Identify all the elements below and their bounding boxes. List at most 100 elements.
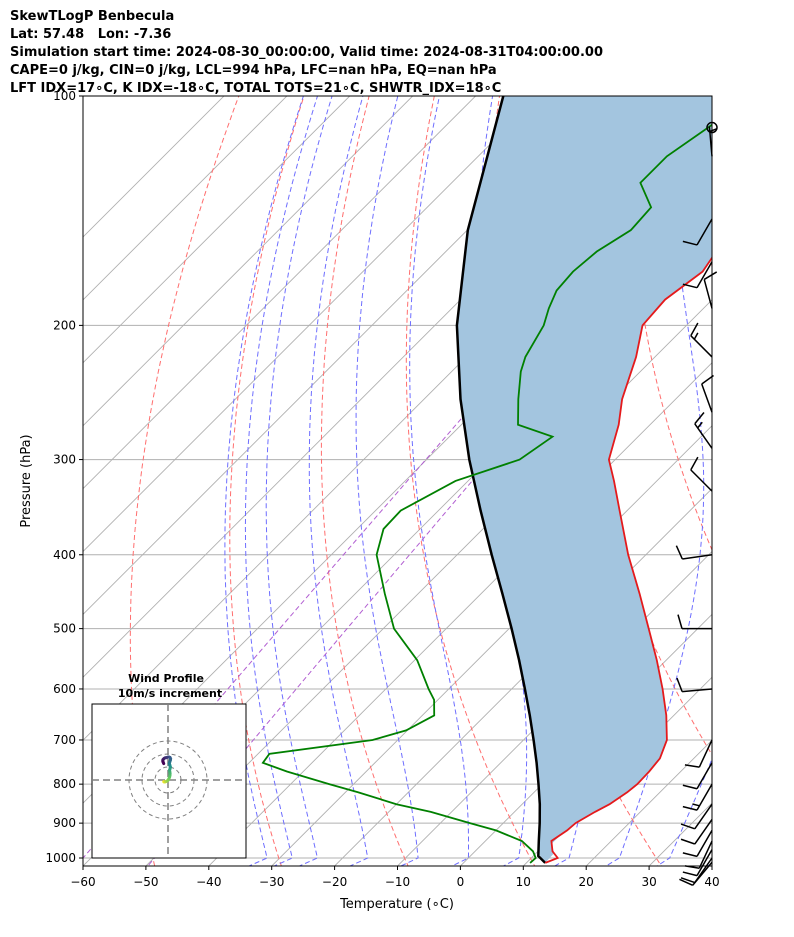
location-line: Lat: 57.48 Lon: -7.36	[10, 27, 172, 42]
y-tick-label: 200	[53, 318, 76, 332]
hodograph-title: Wind Profile	[128, 672, 204, 685]
wind-barb	[675, 545, 713, 560]
isotherm-line	[396, 550, 712, 866]
moist-adiabat	[355, 96, 419, 866]
barb-shaft	[694, 857, 713, 884]
moist-adiabat	[656, 758, 712, 866]
wind-barb	[682, 783, 713, 811]
wind-barb	[676, 677, 713, 693]
y-tick-label: 600	[53, 682, 76, 696]
hodograph-subtitle: 10m/s increment	[118, 687, 222, 700]
isotherm-line	[83, 96, 414, 427]
barb-flag	[690, 456, 699, 471]
temperature-profile	[544, 256, 712, 864]
wind-barb	[682, 830, 713, 858]
wind-barb	[680, 803, 713, 830]
y-tick-label: 500	[53, 622, 76, 636]
barb-shaft	[696, 830, 713, 857]
wind-barb	[682, 261, 713, 289]
barb-flag	[680, 838, 696, 845]
barb-flag	[679, 878, 694, 886]
wind-barb	[694, 411, 713, 449]
barb-flag	[684, 865, 700, 869]
barb-flag	[684, 764, 700, 768]
barb-flag	[690, 322, 699, 337]
barb-shaft	[703, 279, 713, 309]
y-axis-label: Pressure (hPa)	[19, 434, 34, 527]
y-tick-label: 400	[53, 548, 76, 562]
barb-flag	[682, 283, 698, 289]
isotherm-line	[271, 425, 712, 866]
x-tick-label: 10	[516, 875, 531, 889]
barb-shaft	[696, 762, 713, 790]
wind-barb	[680, 819, 713, 845]
barb-half-flag	[709, 128, 717, 133]
moist-adiabat	[224, 96, 304, 866]
y-tick-label: 700	[53, 733, 76, 747]
barb-flag	[675, 545, 683, 560]
chart-header: SkewTLogP Benbecula Lat: 57.48 Lon: -7.3…	[10, 8, 603, 98]
barb-shaft	[682, 688, 713, 693]
barb-flag	[680, 823, 696, 830]
barb-flag	[682, 871, 698, 877]
moist-adiabat	[244, 96, 318, 866]
barb-flag	[682, 852, 698, 858]
isotherm-line	[83, 96, 225, 238]
barb-flag	[701, 374, 714, 385]
hodograph-segment	[161, 760, 166, 766]
dry-adiabat	[405, 96, 536, 866]
y-tick-label: 300	[53, 453, 76, 467]
barb-flag	[682, 805, 698, 811]
axis-ticks: −60 −50 −40 −30 −20 −10 0 10 20 30 40 100 200 300 400 5…	[45, 89, 719, 889]
x-tick-label: −40	[196, 875, 221, 889]
wind-barb	[680, 857, 713, 884]
y-tick-label: 800	[53, 777, 76, 791]
wind-barb	[690, 456, 713, 492]
index-line: LFT IDX=17∘C, K IDX=-18∘C, TOTAL TOTS=21…	[10, 81, 502, 96]
hodograph-inset: Wind Profile 10m/s increment	[91, 672, 247, 859]
barb-flag	[694, 411, 705, 425]
dry-adiabat	[760, 96, 794, 890]
barb-shaft	[696, 261, 713, 289]
moist-adiabat	[409, 96, 469, 866]
barb-shaft	[694, 803, 713, 830]
y-tick-label: 100	[53, 89, 76, 103]
x-tick-label: −50	[133, 875, 158, 889]
calm-circle	[706, 121, 718, 134]
barb-flag	[676, 677, 683, 692]
barb-flag	[703, 271, 718, 281]
isotherm-line	[751, 61, 794, 889]
chart-title: SkewTLogP Benbecula	[10, 9, 175, 24]
isotherm-line	[83, 96, 540, 553]
x-tick-label: 0	[457, 875, 465, 889]
time-line: Simulation start time: 2024-08-30_00:00:…	[10, 45, 603, 60]
barb-shaft	[696, 218, 713, 246]
moist-adiabat	[265, 96, 333, 866]
x-tick-label: 30	[641, 875, 656, 889]
barb-flag	[680, 877, 696, 884]
moist-adiabat	[308, 96, 369, 866]
isotherm-line	[83, 96, 288, 301]
x-axis-label: Temperature (∘C)	[339, 897, 454, 912]
wind-barb	[703, 271, 718, 309]
wind-barb	[682, 849, 713, 877]
barb-flag	[677, 614, 683, 629]
x-tick-label: 20	[579, 875, 594, 889]
barb-flag	[682, 784, 698, 790]
x-tick-label: −30	[259, 875, 284, 889]
dewpoint-profile	[261, 123, 712, 864]
wind-barb	[682, 762, 713, 790]
isotherm-line	[83, 96, 477, 490]
y-tick-label: 1000	[45, 851, 76, 865]
parcel-profile	[455, 96, 547, 864]
isotherm-line	[585, 739, 712, 866]
moist-adiabat	[605, 96, 705, 866]
barb-shaft	[694, 819, 713, 845]
dry-adiabat	[229, 96, 305, 866]
isotherm-line	[333, 487, 712, 866]
plot-area	[83, 61, 794, 890]
barb-shaft	[698, 840, 713, 869]
wind-barb	[682, 218, 713, 246]
x-tick-label: 40	[704, 875, 719, 889]
